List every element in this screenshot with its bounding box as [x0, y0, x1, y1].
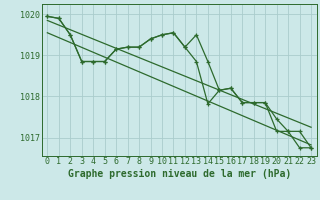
X-axis label: Graphe pression niveau de la mer (hPa): Graphe pression niveau de la mer (hPa): [68, 169, 291, 179]
